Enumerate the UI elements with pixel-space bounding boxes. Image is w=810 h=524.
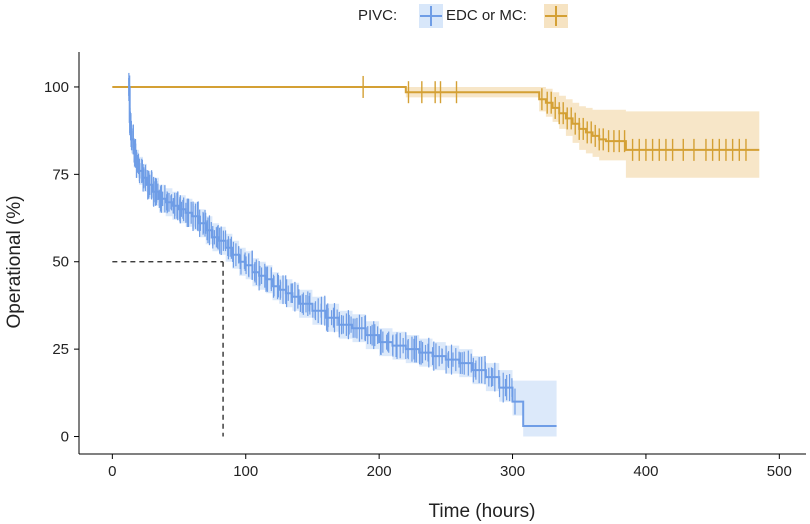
y-ticks: 0 25 50 75 100 [44, 79, 79, 446]
confidence-bands [112, 87, 760, 437]
plot-area [112, 72, 760, 437]
y-tick-label: 25 [52, 341, 69, 358]
y-tick-label: 50 [52, 254, 69, 271]
band-edc-mc [112, 87, 760, 178]
legend-title: PIVC: [358, 7, 397, 24]
band-pivc [128, 87, 557, 437]
legend: PIVC: EDC or MC: [358, 4, 568, 28]
x-tick-label: 0 [108, 463, 116, 480]
censor-marks [128, 72, 747, 415]
x-tick-label: 500 [767, 463, 792, 480]
legend-key-edc [544, 4, 568, 28]
y-axis-title: Operational (%) [4, 195, 25, 328]
x-ticks: 0 100 200 300 400 500 [108, 454, 792, 480]
y-tick-label: 100 [44, 79, 69, 96]
legend-key-pivc [419, 4, 443, 28]
x-tick-label: 300 [500, 463, 525, 480]
curve-edc-mc [112, 86, 760, 151]
x-tick-label: 200 [367, 463, 392, 480]
legend-label-edc: EDC or MC: [446, 7, 527, 24]
median-reference-lines [112, 261, 224, 437]
x-tick-label: 100 [233, 463, 258, 480]
y-tick-label: 75 [52, 166, 69, 183]
y-tick-label: 0 [61, 429, 69, 446]
x-axis-title: Time (hours) [429, 501, 536, 522]
axes: 0 100 200 300 400 500 0 25 50 75 100 Time (hours)… [4, 52, 806, 522]
x-tick-label: 400 [633, 463, 658, 480]
